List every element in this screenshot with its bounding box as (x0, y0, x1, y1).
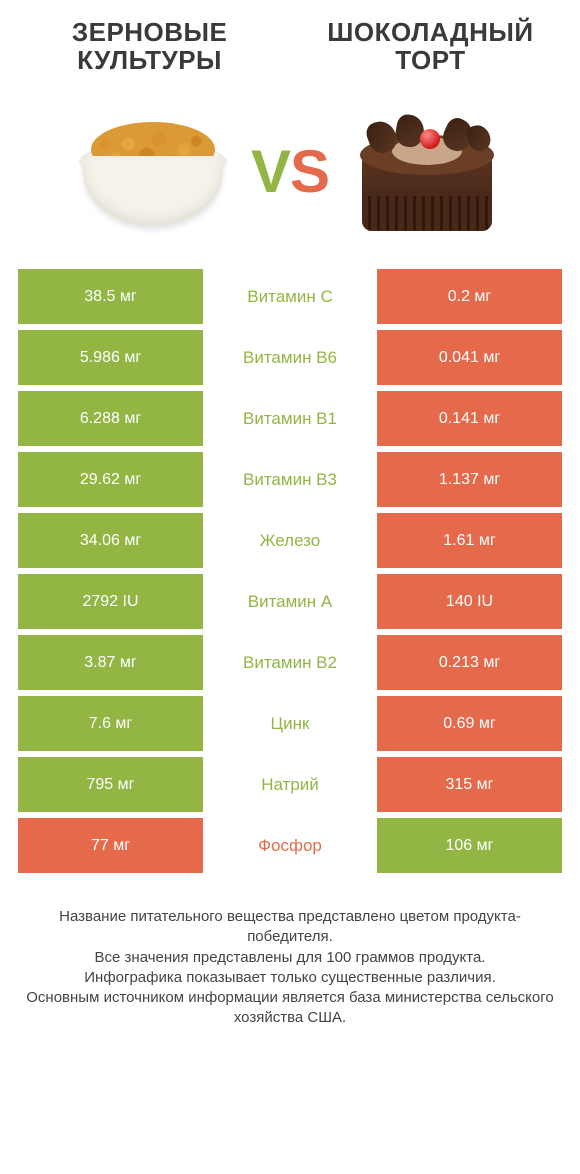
table-row: 6.288 мгВитамин B10.141 мг (18, 391, 562, 446)
right-value-cell: 140 IU (377, 574, 562, 629)
vs-label: VS (251, 137, 329, 206)
table-row: 5.986 мгВитамин B60.041 мг (18, 330, 562, 385)
right-value-cell: 0.041 мг (377, 330, 562, 385)
left-value-cell: 38.5 мг (18, 269, 203, 324)
vs-s: S (290, 137, 329, 206)
cereal-bowl-icon (73, 112, 233, 232)
right-value-cell: 0.141 мг (377, 391, 562, 446)
nutrient-label: Витамин A (203, 574, 377, 629)
left-value-cell: 3.87 мг (18, 635, 203, 690)
left-value-cell: 34.06 мг (18, 513, 203, 568)
right-value-cell: 1.61 мг (377, 513, 562, 568)
header: ЗЕРНОВЫЕ КУЛЬТУРЫ ШОКОЛАДНЫЙ ТОРТ (0, 0, 580, 74)
table-row: 795 мгНатрий315 мг (18, 757, 562, 812)
product-images-row: VS (0, 74, 580, 269)
right-product-image (337, 104, 517, 239)
left-product-title: ЗЕРНОВЫЕ КУЛЬТУРЫ (20, 18, 279, 74)
right-value-cell: 0.213 мг (377, 635, 562, 690)
left-value-cell: 77 мг (18, 818, 203, 873)
footer-notes: Название питательного вещества представл… (0, 879, 580, 1029)
footer-line-4: Основным источником информации является … (24, 988, 556, 1029)
nutrient-label: Витамин B1 (203, 391, 377, 446)
vs-v: V (251, 137, 290, 206)
nutrient-label: Фосфор (203, 818, 377, 873)
comparison-table: 38.5 мгВитамин C0.2 мг 5.986 мгВитамин B6… (0, 269, 580, 873)
left-product-image (63, 104, 243, 239)
nutrient-label: Натрий (203, 757, 377, 812)
left-value-cell: 2792 IU (18, 574, 203, 629)
footer-line-3: Инфографика показывает только существенн… (24, 968, 556, 988)
footer-line-2: Все значения представлены для 100 граммо… (24, 948, 556, 968)
table-row: 7.6 мгЦинк0.69 мг (18, 696, 562, 751)
nutrient-label: Витамин B6 (203, 330, 377, 385)
right-value-cell: 106 мг (377, 818, 562, 873)
nutrient-label: Витамин B3 (203, 452, 377, 507)
right-product-title: ШОКОЛАДНЫЙ ТОРТ (301, 18, 560, 74)
right-value-cell: 315 мг (377, 757, 562, 812)
nutrient-label: Витамин B2 (203, 635, 377, 690)
table-row: 2792 IUВитамин A140 IU (18, 574, 562, 629)
table-row: 29.62 мгВитамин B31.137 мг (18, 452, 562, 507)
table-row: 3.87 мгВитамин B20.213 мг (18, 635, 562, 690)
right-value-cell: 0.69 мг (377, 696, 562, 751)
table-row: 77 мгФосфор106 мг (18, 818, 562, 873)
left-value-cell: 29.62 мг (18, 452, 203, 507)
nutrient-label: Цинк (203, 696, 377, 751)
left-value-cell: 795 мг (18, 757, 203, 812)
table-row: 38.5 мгВитамин C0.2 мг (18, 269, 562, 324)
footer-line-1: Название питательного вещества представл… (24, 907, 556, 948)
table-row: 34.06 мгЖелезо1.61 мг (18, 513, 562, 568)
nutrient-label: Витамин C (203, 269, 377, 324)
right-value-cell: 0.2 мг (377, 269, 562, 324)
chocolate-cake-icon (352, 107, 502, 237)
left-value-cell: 6.288 мг (18, 391, 203, 446)
nutrient-label: Железо (203, 513, 377, 568)
left-value-cell: 7.6 мг (18, 696, 203, 751)
left-value-cell: 5.986 мг (18, 330, 203, 385)
right-value-cell: 1.137 мг (377, 452, 562, 507)
